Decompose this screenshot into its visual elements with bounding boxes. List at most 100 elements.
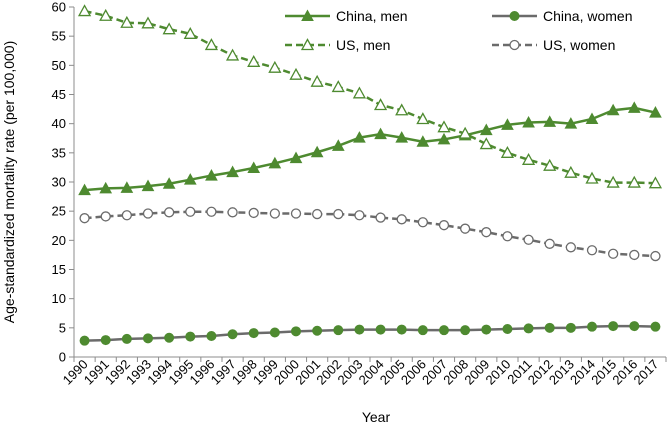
data-point xyxy=(289,151,303,164)
data-point xyxy=(141,179,155,192)
data-point xyxy=(649,106,662,118)
series-china-men xyxy=(78,101,662,196)
legend-marker xyxy=(301,9,314,21)
data-point xyxy=(225,48,240,61)
series-china-women xyxy=(79,321,661,346)
y-tick-label: 5 xyxy=(59,320,66,335)
data-point xyxy=(100,335,111,346)
legend-label: US, men xyxy=(336,37,390,53)
data-point xyxy=(460,325,471,336)
data-point xyxy=(416,135,430,147)
data-point xyxy=(121,333,132,344)
data-point xyxy=(629,249,640,261)
legend-item: US, men xyxy=(285,37,390,53)
legend-label: China, men xyxy=(336,8,408,24)
data-point xyxy=(248,207,259,219)
legend-label: China, women xyxy=(543,8,633,24)
y-tick-label: 30 xyxy=(52,175,66,190)
data-point xyxy=(481,324,492,335)
data-point xyxy=(437,132,451,145)
legend-item: China, men xyxy=(285,8,408,24)
data-point xyxy=(227,207,238,218)
data-point xyxy=(331,139,345,151)
data-point xyxy=(331,80,345,93)
series-line xyxy=(84,210,656,258)
data-point xyxy=(226,165,239,178)
y-tick-label: 0 xyxy=(59,350,66,365)
y-tick-label: 50 xyxy=(52,58,66,73)
series-layer xyxy=(77,4,663,346)
data-point xyxy=(417,217,429,228)
data-point xyxy=(206,206,217,217)
data-point xyxy=(353,131,366,143)
data-point xyxy=(162,22,176,35)
y-tick-label: 45 xyxy=(52,87,66,102)
data-point xyxy=(79,335,90,346)
y-axis-title: Age-standardized mortality rate (per 100… xyxy=(1,41,17,323)
data-point xyxy=(607,248,619,259)
data-point xyxy=(648,176,663,189)
data-point xyxy=(629,321,640,332)
series-line xyxy=(84,324,656,342)
data-point xyxy=(585,171,599,184)
data-point xyxy=(587,321,597,332)
data-point xyxy=(608,321,619,332)
data-point xyxy=(183,26,197,39)
data-point xyxy=(185,206,196,217)
data-point xyxy=(121,210,133,221)
data-point xyxy=(333,325,344,336)
data-point xyxy=(227,329,238,340)
data-point xyxy=(564,117,578,129)
data-point xyxy=(77,4,92,17)
data-point xyxy=(142,208,154,219)
data-point xyxy=(99,8,113,21)
data-point xyxy=(606,175,620,188)
x-axis-title: Year xyxy=(362,409,391,425)
data-point xyxy=(502,231,513,242)
data-point xyxy=(141,16,155,29)
data-point xyxy=(248,328,259,339)
data-point xyxy=(290,208,302,219)
data-point xyxy=(162,177,176,189)
data-point xyxy=(585,112,599,124)
legend-item: China, women xyxy=(492,8,633,24)
y-tick-label: 20 xyxy=(52,233,66,248)
data-point xyxy=(395,103,409,116)
data-point xyxy=(417,325,428,336)
legend-item: US, women xyxy=(492,37,615,53)
data-point xyxy=(606,103,620,116)
data-point xyxy=(268,156,282,169)
series-line xyxy=(84,9,656,185)
data-point xyxy=(79,213,90,224)
data-point xyxy=(479,123,493,136)
data-point xyxy=(268,60,282,73)
data-point xyxy=(500,145,515,158)
data-point xyxy=(143,333,153,344)
data-point xyxy=(586,245,598,256)
y-tick-label: 60 xyxy=(52,0,66,15)
data-point xyxy=(627,101,641,113)
data-point xyxy=(205,169,218,181)
data-point xyxy=(544,322,555,333)
data-point xyxy=(269,327,280,338)
data-point xyxy=(354,210,365,221)
data-point xyxy=(311,208,323,220)
data-point xyxy=(333,208,344,220)
data-point xyxy=(459,223,471,234)
data-point xyxy=(416,112,430,125)
data-point xyxy=(437,120,451,133)
y-tick-label: 10 xyxy=(52,291,66,306)
data-point xyxy=(395,131,409,143)
data-point xyxy=(502,324,513,334)
data-point xyxy=(523,234,534,245)
data-point xyxy=(310,74,324,87)
data-point xyxy=(396,214,407,225)
data-point xyxy=(439,325,449,336)
data-point xyxy=(521,152,536,165)
series-us-men xyxy=(77,4,663,189)
data-point xyxy=(565,242,577,253)
legend-marker xyxy=(509,11,520,21)
series-line xyxy=(84,106,656,192)
data-point xyxy=(650,321,661,332)
data-point xyxy=(374,127,387,140)
